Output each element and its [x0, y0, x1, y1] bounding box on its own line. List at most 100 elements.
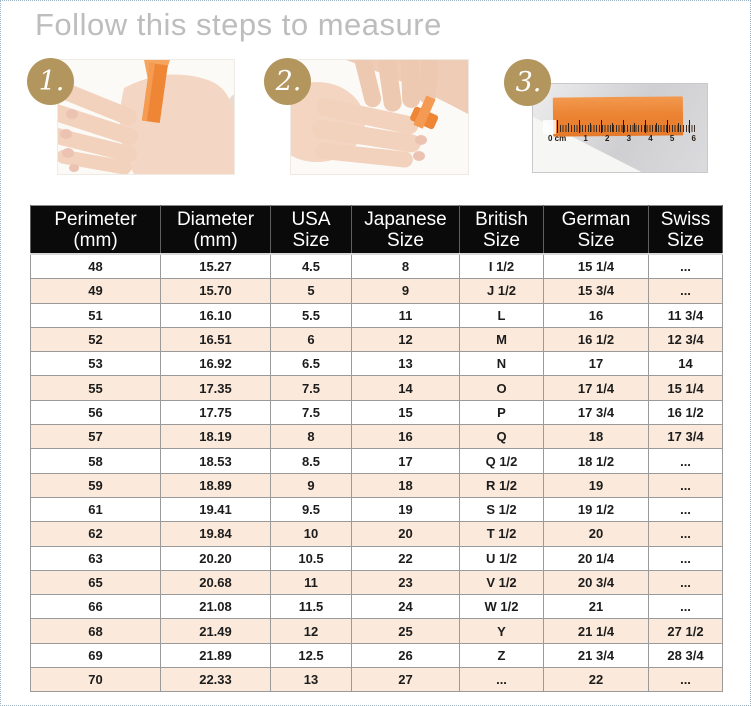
table-cell: 20.20	[160, 545, 271, 571]
table-cell: 20	[543, 521, 649, 547]
column-header: Japanese Size	[351, 205, 460, 255]
table-cell: 22	[351, 545, 460, 571]
table-cell: 59	[30, 472, 161, 498]
table-cell: 11	[351, 302, 460, 328]
step-3-number: 3.	[515, 67, 542, 98]
step-2-photo-mark-strip	[291, 60, 468, 174]
table-row: 59 18.89 9 18 R 1/2 19...	[30, 472, 723, 498]
table-cell: 7.5	[270, 375, 352, 401]
table-cell: 25	[351, 618, 460, 644]
table-cell: 16.10	[160, 302, 271, 328]
table-row: 56 17.75 7.5 15 P 17 3/4 16 1/2	[30, 399, 723, 426]
table-row: 48 15.27 4.5 8 I 1/2 15 1/4...	[30, 253, 723, 280]
step-1-photo-wrap-strip	[58, 60, 234, 174]
page-title: Follow this steps to measure	[35, 7, 442, 42]
table-row: 55 17.35 7.5 14 O 17 1/4 15 1/4	[30, 375, 723, 401]
table-cell: 23	[351, 569, 460, 596]
table-cell: 17.35	[160, 375, 271, 401]
table-cell: 18 1/2	[543, 448, 649, 474]
table-cell: 63	[30, 545, 161, 571]
table-cell: 18	[543, 424, 649, 450]
table-cell: 56	[30, 399, 161, 426]
table-cell: 19.84	[160, 521, 271, 547]
table-row: 62 19.84 10 20 T 1/2 20...	[30, 521, 723, 547]
column-header: Diameter (mm)	[160, 205, 271, 255]
table-cell: 9	[270, 472, 352, 498]
table-cell: 57	[30, 424, 161, 450]
table-cell: 15 1/4	[543, 253, 649, 280]
table-cell: V 1/2	[459, 569, 544, 596]
ruler-label: 4	[648, 134, 653, 143]
table-cell: 20 3/4	[543, 569, 649, 596]
table-cell: 21 3/4	[543, 642, 649, 669]
table-cell: ...	[648, 569, 723, 596]
table-cell: 16 1/2	[543, 326, 649, 353]
table-cell: 16	[351, 424, 460, 450]
table-cell: 27 1/2	[648, 618, 723, 644]
table-cell: ...	[648, 448, 723, 474]
table-cell: 19.41	[160, 496, 271, 523]
table-cell: 19	[351, 496, 460, 523]
table-cell: 13	[351, 351, 460, 377]
step-2-number-badge: 2.	[264, 58, 311, 105]
table-cell: 17 3/4	[543, 399, 649, 426]
table-cell: 17 3/4	[648, 424, 723, 450]
table-cell: 21.08	[160, 594, 271, 620]
table-row: 58 18.53 8.5 17 Q 1/2 18 1/2...	[30, 448, 723, 474]
table-cell: 18.89	[160, 472, 271, 498]
table-cell: 26	[351, 642, 460, 669]
table-row: 63 20.20 10.5 22 U 1/2 20 1/4...	[30, 545, 723, 571]
table-cell: Q	[459, 424, 544, 450]
table-cell: ...	[648, 545, 723, 571]
table-cell: 5	[270, 278, 352, 304]
table-cell: 15.70	[160, 278, 271, 304]
table-cell: 15	[351, 399, 460, 426]
table-cell: 10	[270, 521, 352, 547]
table-cell: 7.5	[270, 399, 352, 426]
table-cell: Z	[459, 642, 544, 669]
table-cell: 17	[543, 351, 649, 377]
table-cell: 6.5	[270, 351, 352, 377]
table-cell: 48	[30, 253, 161, 280]
table-cell: 17	[351, 448, 460, 474]
table-cell: 49	[30, 278, 161, 304]
ruler-label: 3	[626, 134, 632, 143]
ruler-label: 1	[583, 134, 588, 143]
table-row: 57 18.19 8 16 Q 18 17 3/4	[30, 424, 723, 450]
table-row: 49 15.70 5 9 J 1/2 15 3/4...	[30, 278, 723, 304]
table-cell: 61	[30, 496, 161, 523]
table-cell: 24	[351, 594, 460, 620]
table-cell: 12	[270, 618, 352, 644]
two-hands-illustration	[291, 60, 468, 174]
table-cell: 65	[30, 569, 161, 596]
table-cell: M	[459, 326, 544, 353]
size-table-header-row: Perimeter (mm) Diameter (mm) USA Size Japanese…	[30, 205, 723, 255]
table-cell: Y	[459, 618, 544, 644]
size-table-body: 48 15.27 4.5 8 I 1/2 15 1/4... 49 15.70 5 9 J 1/2 1…	[30, 253, 723, 693]
table-row: 65 20.68 11 23 V 1/2 20 3/4...	[30, 569, 723, 596]
ruler-label: 6	[691, 134, 696, 143]
table-cell: 53	[30, 351, 161, 377]
table-cell: 15.27	[160, 253, 271, 280]
column-header: Perimeter (mm)	[30, 205, 161, 255]
table-cell: L	[459, 302, 544, 328]
table-cell: 12 3/4	[648, 326, 723, 353]
table-cell: 18.19	[160, 424, 271, 450]
table-cell: 8	[270, 424, 352, 450]
table-cell: ...	[648, 521, 723, 547]
table-cell: 12	[351, 326, 460, 353]
table-cell: ...	[648, 594, 723, 620]
table-cell: 11 3/4	[648, 302, 723, 328]
table-cell: 9	[351, 278, 460, 304]
table-cell: ...	[648, 278, 723, 304]
step-3-photo-measure-ruler: 0 cm 1 2 3 4 5 6	[533, 84, 707, 172]
table-cell: 13	[270, 667, 352, 693]
table-cell: 5.5	[270, 302, 352, 328]
column-header: USA Size	[270, 205, 352, 255]
table-cell: 21 1/4	[543, 618, 649, 644]
table-cell: 11.5	[270, 594, 352, 620]
table-cell: 17.75	[160, 399, 271, 426]
table-cell: I 1/2	[459, 253, 544, 280]
table-cell: 21.49	[160, 618, 271, 644]
table-cell: ...	[648, 667, 723, 693]
